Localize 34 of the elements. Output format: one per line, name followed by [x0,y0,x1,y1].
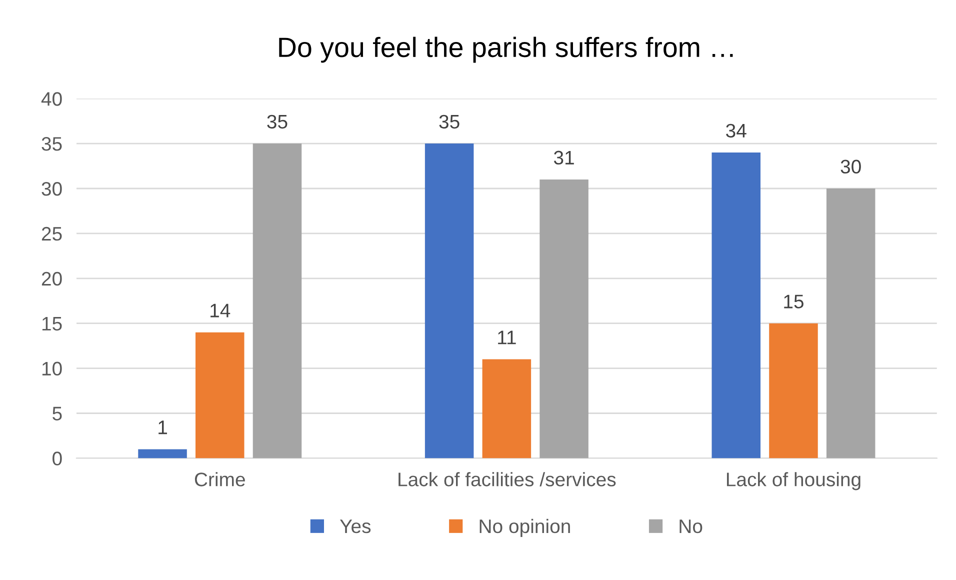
data-label: 34 [726,124,746,138]
bar [196,332,244,458]
y-tick-label: 0 [52,452,62,466]
y-tick-label: 35 [42,137,62,151]
bar [712,152,760,458]
data-label: 31 [554,150,574,165]
y-tick-label: 20 [42,272,62,286]
legend-label: Yes [340,520,371,534]
data-label: 30 [840,160,861,174]
data-label: 15 [784,294,804,308]
x-tick-label: Lack of housing [726,472,860,490]
data-label: 11 [498,330,516,344]
data-label: 14 [210,304,230,318]
y-tick-label: 15 [42,317,62,331]
y-tick-label: 40 [41,92,62,106]
y-tick-label: 30 [42,182,62,196]
bar [482,359,532,458]
data-label: 1 [158,420,167,434]
y-tick-label: 5 [52,406,62,420]
data-label: 35 [439,114,460,129]
bar [252,144,302,458]
chart-title: Do you feel the parish suffers from … [279,36,733,63]
y-tick-label: 10 [42,362,62,376]
bar [769,323,818,458]
legend-label: No [680,520,702,534]
legend-label: No opinion [480,518,570,537]
y-tick-label: 25 [42,226,62,241]
bar [138,449,187,458]
x-tick-label: Crime [194,472,245,486]
bar [826,188,876,458]
x-tick-label: Lack of facilities /services [398,472,616,486]
bar [424,144,474,458]
data-label: 35 [267,114,288,129]
bar [540,180,588,458]
